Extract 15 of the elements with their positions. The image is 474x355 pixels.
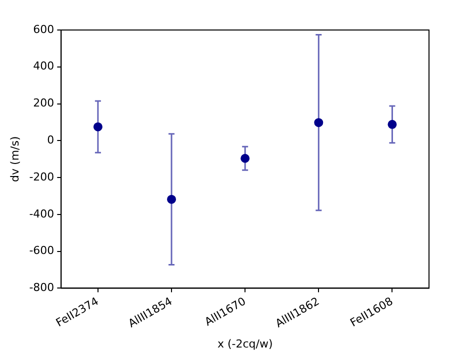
- y-tick-label: 200: [33, 96, 54, 110]
- y-axis-title: dv (m/s): [8, 136, 22, 182]
- x-axis-title: x (-2cq/w): [217, 337, 273, 350]
- y-tick-label: -800: [29, 281, 54, 294]
- y-tick-label: -400: [29, 207, 54, 220]
- y-tick-label: 0: [47, 134, 54, 147]
- point: [240, 154, 250, 163]
- point: [167, 194, 176, 204]
- y-tick-label: -600: [29, 244, 54, 258]
- y-tick-label: -200: [29, 170, 54, 184]
- y-tick-label: 600: [33, 22, 54, 36]
- point: [314, 118, 324, 128]
- point: [93, 122, 102, 132]
- point: [388, 120, 397, 129]
- y-tick-label: 400: [33, 60, 54, 73]
